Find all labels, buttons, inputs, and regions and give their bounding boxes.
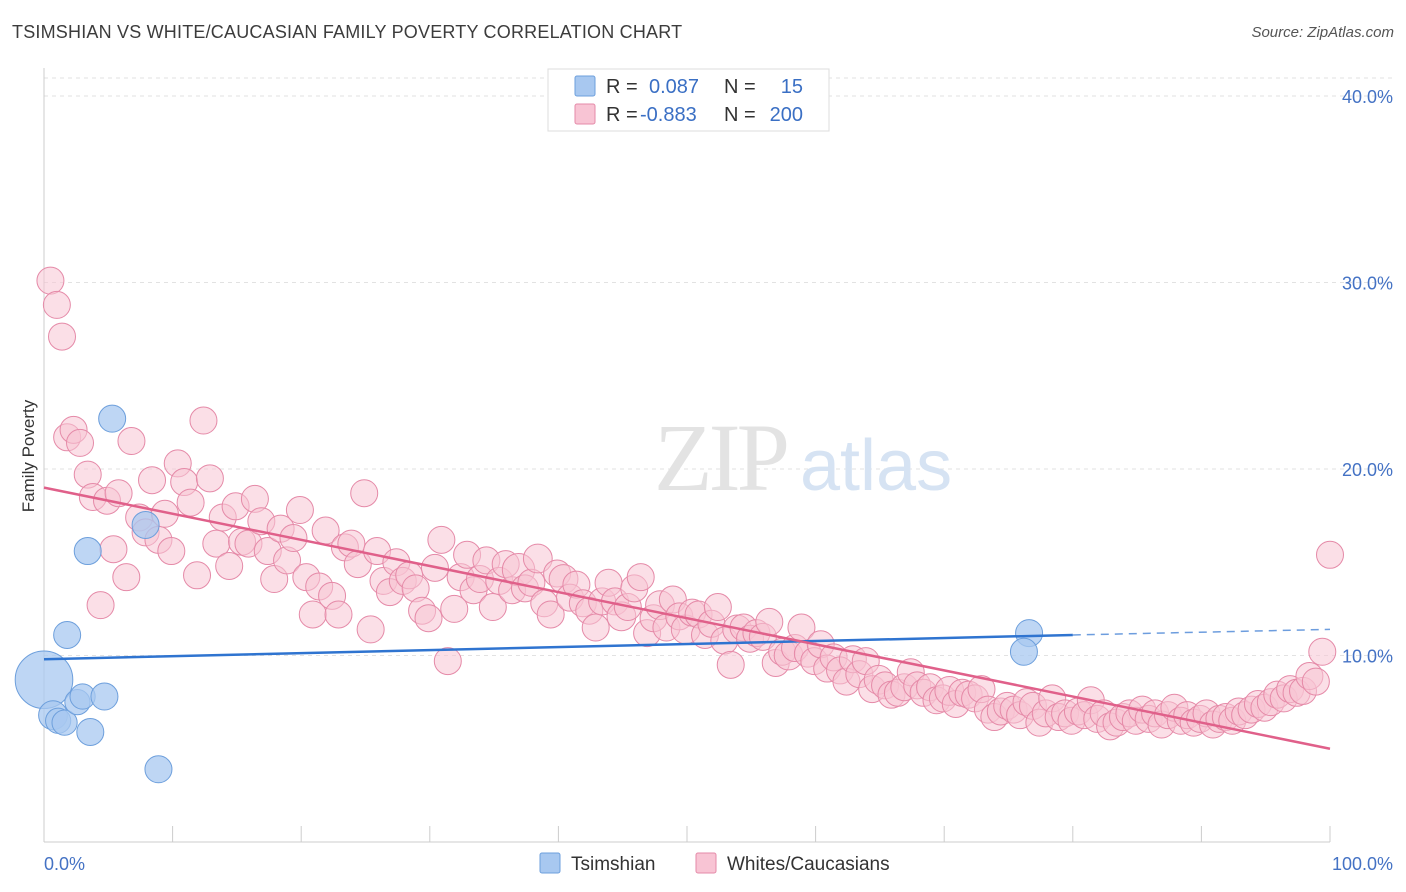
tsimshian-point	[131, 510, 160, 539]
y-tick-label: 30.0%	[1342, 274, 1393, 294]
legend-n-value-tsimshian: 15	[781, 76, 803, 98]
whites-point	[215, 551, 244, 580]
tsimshian-point	[51, 709, 78, 736]
whites-point	[112, 563, 141, 592]
whites-point	[716, 650, 745, 679]
y-tick-label: 10.0%	[1342, 647, 1393, 667]
legend-n-label-tsimshian: N =	[724, 76, 756, 98]
whites-point	[356, 615, 385, 644]
legend-r-label-whites: R =	[606, 104, 638, 126]
whites-point	[427, 525, 456, 554]
whites-point	[138, 466, 167, 495]
axes	[43, 68, 1331, 843]
legend-n-label-whites: N =	[724, 104, 756, 126]
legend-r-value-whites: -0.883	[640, 104, 697, 126]
chart-title: TSIMSHIAN VS WHITE/CAUCASIAN FAMILY POVE…	[12, 22, 683, 42]
bottom-legend-swatch-tsimshian	[539, 852, 561, 874]
whites-point	[42, 290, 71, 319]
whites-point	[66, 428, 95, 457]
whites-point	[1301, 667, 1330, 696]
watermark-atlas: atlas	[800, 426, 952, 506]
whites-point	[626, 563, 655, 592]
tsimshian-point	[53, 620, 82, 649]
whites-point	[104, 479, 133, 508]
trend-lines	[43, 486, 1331, 750]
bottom-legend-swatch-whites	[695, 852, 717, 874]
y-tick-label: 20.0%	[1342, 460, 1393, 480]
whites-point	[324, 600, 353, 629]
whites-point	[183, 561, 212, 590]
whites-point	[86, 591, 115, 620]
x-tick-label: 0.0%	[44, 854, 85, 874]
whites-point	[99, 535, 128, 564]
whites-point	[1308, 637, 1337, 666]
legend-n-value-whites: 200	[770, 104, 803, 126]
y-axis-label: Family Poverty	[19, 399, 38, 512]
whites-point	[350, 479, 379, 508]
whites-point	[755, 607, 784, 636]
whites-point	[522, 543, 553, 574]
tsimshian-trend-extension	[1072, 628, 1331, 636]
data-points	[14, 266, 1344, 784]
y-tick-label: 40.0%	[1342, 87, 1393, 107]
legend-swatch-tsimshian	[574, 75, 596, 97]
whites-point	[36, 266, 65, 295]
watermark-zip: ZIP	[654, 404, 787, 511]
x-tick-labels: 0.0% 100.0%	[44, 854, 1393, 874]
tsimshian-point	[76, 717, 105, 746]
whites-point	[157, 537, 186, 566]
tsimshian-point	[144, 755, 173, 784]
tsimshian-point	[98, 404, 127, 433]
legend-r-label-tsimshian: R =	[606, 76, 638, 98]
whites-trend-line	[43, 486, 1331, 750]
legend-r-value-tsimshian: 0.087	[649, 76, 699, 98]
tsimshian-point	[90, 682, 119, 711]
y-tick-labels: 10.0% 20.0% 30.0% 40.0%	[1342, 87, 1393, 667]
whites-point	[536, 600, 565, 629]
whites-point	[414, 604, 443, 633]
tsimshian-point	[1009, 637, 1038, 666]
whites-point	[703, 593, 732, 622]
whites-point	[195, 464, 224, 493]
whites-point	[48, 322, 77, 351]
chart-source: Source: ZipAtlas.com	[1251, 24, 1394, 41]
whites-point	[189, 406, 218, 435]
whites-point	[176, 488, 205, 517]
whites-point	[117, 427, 146, 456]
legend-bottom: Tsimshian Whites/Caucasians	[539, 852, 890, 875]
whites-point	[478, 593, 507, 622]
bottom-legend-label-whites: Whites/Caucasians	[727, 854, 890, 875]
legend-top: R = 0.087 N = 15 R = -0.883 N = 200	[547, 68, 830, 132]
bottom-legend-label-tsimshian: Tsimshian	[571, 854, 655, 875]
legend-swatch-whites	[574, 103, 596, 125]
tsimshian-point	[73, 537, 102, 566]
whites-point	[1316, 540, 1344, 569]
x-tick-label: 100.0%	[1332, 854, 1393, 874]
whites-point	[440, 594, 469, 623]
tsimshian-trend-line	[43, 633, 1073, 661]
grid-lines	[44, 77, 1395, 656]
whites-point	[581, 613, 610, 642]
whites-point	[433, 647, 462, 676]
whites-point	[285, 496, 314, 525]
